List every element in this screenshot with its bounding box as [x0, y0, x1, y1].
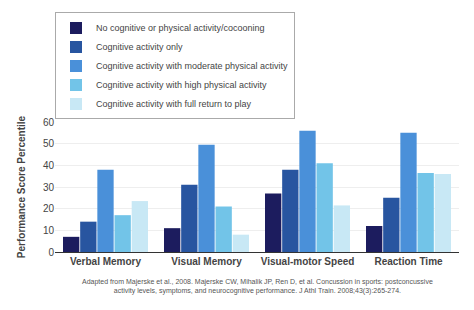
- svg-text:10: 10: [43, 225, 55, 236]
- svg-text:Cognitive activity with full r: Cognitive activity with full return to p…: [96, 99, 252, 109]
- svg-text:No cognitive or physical activ: No cognitive or physical activity/cocoon…: [96, 23, 265, 33]
- svg-text:20: 20: [43, 203, 55, 214]
- svg-text:0: 0: [48, 247, 54, 258]
- svg-text:Performance Score Percentile: Performance Score Percentile: [16, 115, 27, 258]
- svg-text:Cognitive activity only: Cognitive activity only: [96, 42, 183, 52]
- svg-text:40: 40: [43, 160, 55, 171]
- svg-text:50: 50: [43, 138, 55, 149]
- svg-text:Cognitive activity with high p: Cognitive activity with high physical ac…: [96, 80, 267, 90]
- svg-text:30: 30: [43, 182, 55, 193]
- svg-text:60: 60: [43, 117, 55, 128]
- svg-text:Adapted from Majerske et al.,: Adapted from Majerske et al., 2008. Maje…: [82, 278, 433, 295]
- svg-text:Visual-motor Speed: Visual-motor Speed: [261, 256, 355, 267]
- svg-text:Visual Memory: Visual Memory: [171, 256, 242, 267]
- svg-text:Reaction Time: Reaction Time: [374, 256, 443, 267]
- svg-text:Verbal Memory: Verbal Memory: [70, 256, 142, 267]
- svg-text:Cognitive activity with modera: Cognitive activity with moderate physica…: [96, 61, 288, 71]
